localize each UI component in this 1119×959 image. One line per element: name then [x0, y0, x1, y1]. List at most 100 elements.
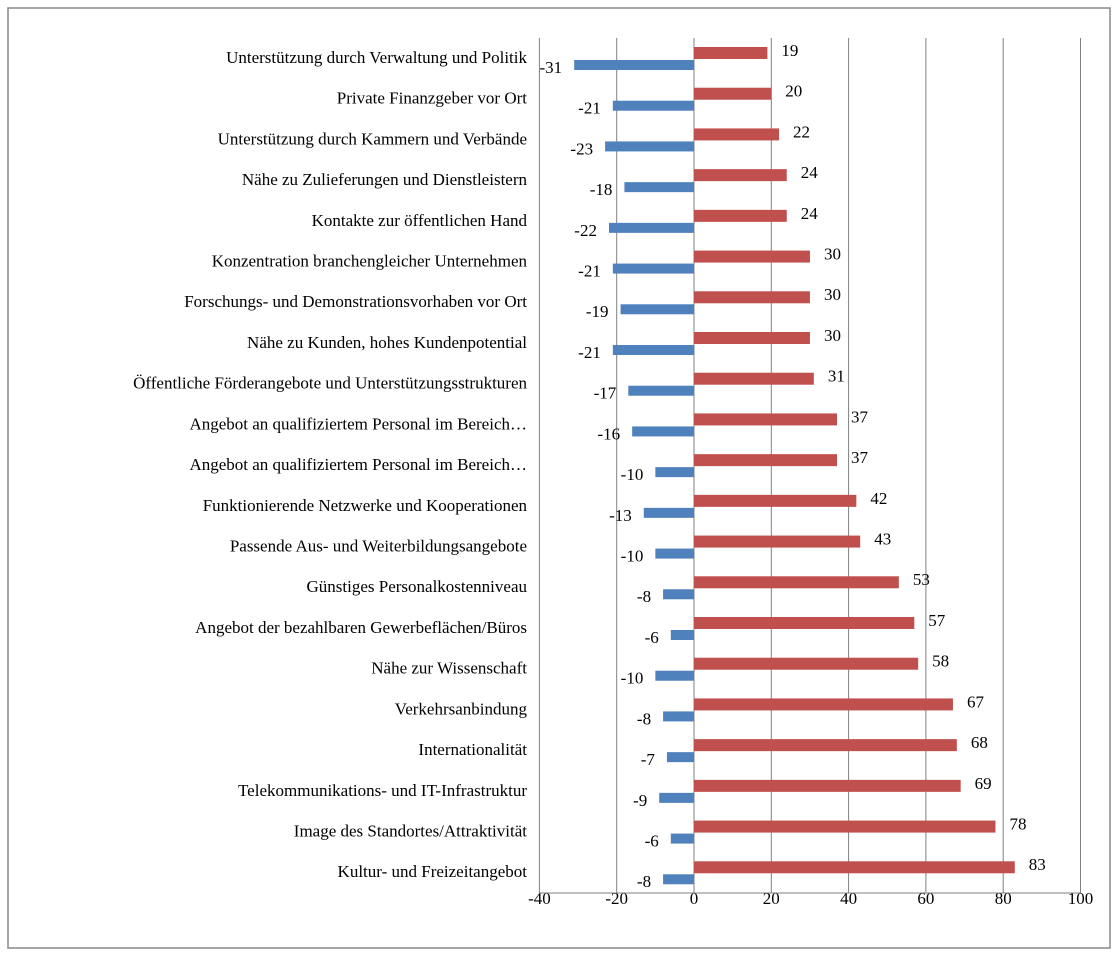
- bar: [694, 739, 957, 752]
- x-tick-label: 0: [690, 889, 699, 908]
- category-label: Unterstützung durch Kammern und Verbände: [218, 129, 527, 148]
- bar: [694, 657, 919, 670]
- data-label: -6: [645, 831, 659, 850]
- bar: [694, 617, 915, 629]
- bar: [666, 752, 694, 763]
- data-label: -21: [578, 261, 601, 280]
- bar: [632, 426, 694, 437]
- data-label: -21: [578, 99, 601, 118]
- bar: [694, 535, 861, 548]
- data-label: 30: [824, 326, 841, 345]
- x-tick-label: -40: [528, 889, 551, 908]
- data-label: -18: [590, 180, 613, 199]
- data-label: 42: [870, 489, 887, 508]
- category-label: Angebot an qualifiziertem Personal im Be…: [189, 455, 527, 474]
- data-label: 37: [851, 448, 869, 467]
- bar: [663, 711, 694, 722]
- data-label: 53: [913, 570, 930, 589]
- bar: [663, 589, 694, 600]
- data-label: -23: [570, 139, 593, 158]
- category-label: Forschungs- und Demonstrationsvorhaben v…: [184, 292, 527, 311]
- x-tick-label: 80: [995, 889, 1012, 908]
- data-label: -8: [637, 709, 651, 728]
- category-label: Internationalität: [418, 740, 527, 759]
- bar: [694, 332, 810, 344]
- data-label: 30: [824, 285, 841, 304]
- x-tick-label: 60: [917, 889, 934, 908]
- data-label: 24: [801, 163, 819, 182]
- data-label: 37: [851, 407, 869, 426]
- bar: [694, 454, 838, 467]
- bar: [694, 250, 810, 263]
- bar: [655, 467, 694, 478]
- category-label: Konzentration branchengleicher Unternehm…: [212, 251, 528, 270]
- data-label: 20: [785, 82, 802, 101]
- data-label: 83: [1029, 855, 1046, 874]
- data-label: -10: [621, 546, 644, 565]
- category-label: Nähe zu Kunden, hohes Kundenpotential: [247, 333, 527, 352]
- category-label: Private Finanzgeber vor Ort: [337, 89, 528, 108]
- bar: [694, 291, 810, 304]
- category-label: Angebot an qualifiziertem Personal im Be…: [189, 414, 527, 433]
- bar: [694, 413, 838, 426]
- bar: [628, 385, 694, 396]
- data-label: 69: [975, 774, 992, 793]
- data-label: -31: [540, 58, 563, 77]
- data-label: -6: [645, 628, 659, 647]
- category-label: Kontakte zur öffentlichen Hand: [312, 211, 528, 230]
- data-label: -10: [621, 465, 644, 484]
- data-label: 57: [928, 611, 946, 630]
- category-label: Passende Aus- und Weiterbildungsangebote: [230, 536, 527, 555]
- category-label: Günstiges Personalkostenniveau: [307, 577, 528, 596]
- data-label: 19: [781, 41, 798, 60]
- bar: [655, 670, 694, 681]
- bar: [694, 128, 780, 141]
- bar: [694, 576, 899, 589]
- bar: [620, 304, 694, 315]
- bar: [670, 833, 694, 844]
- bar: [694, 169, 787, 182]
- category-label: Angebot der bezahlbaren Gewerbeflächen/B…: [195, 618, 527, 637]
- bar: [694, 861, 1015, 874]
- bar: [694, 698, 953, 711]
- category-label: Nähe zur Wissenschaft: [371, 659, 527, 678]
- data-label: 22: [793, 122, 810, 141]
- x-tick-label: 40: [840, 889, 857, 908]
- data-label: 78: [1009, 814, 1026, 833]
- data-label: -21: [578, 343, 601, 362]
- category-label: Image des Standortes/Attraktivität: [294, 821, 527, 840]
- bar: [608, 222, 694, 233]
- bar: [663, 874, 694, 885]
- data-label: -9: [633, 791, 647, 810]
- data-label: -13: [609, 506, 632, 525]
- data-label: -16: [597, 424, 620, 443]
- data-label: -10: [621, 669, 644, 688]
- category-label: Öffentliche Förderangebote und Unterstüt…: [133, 374, 527, 393]
- category-label: Funktionierende Netzwerke und Kooperatio…: [203, 496, 528, 515]
- data-label: -19: [586, 302, 609, 321]
- bar: [694, 87, 772, 100]
- bar: [643, 507, 694, 518]
- data-label: -22: [574, 221, 597, 240]
- bar: [655, 548, 694, 559]
- bar: [574, 60, 694, 70]
- data-label: 43: [874, 529, 891, 548]
- bar: [694, 494, 857, 507]
- data-label: 30: [824, 244, 841, 263]
- bar: [694, 779, 961, 792]
- x-tick-label: -20: [605, 889, 628, 908]
- category-label: Telekommunikations- und IT-Infrastruktur: [238, 781, 527, 800]
- chart-border: [7, 7, 1111, 949]
- category-label: Verkehrsanbindung: [395, 699, 528, 718]
- bar: [694, 372, 814, 385]
- data-label: -7: [641, 750, 656, 769]
- x-tick-label: 100: [1068, 889, 1094, 908]
- data-label: -17: [594, 384, 617, 403]
- bar: [605, 141, 694, 152]
- data-label: 67: [967, 692, 985, 711]
- x-tick-label: 20: [763, 889, 780, 908]
- bar: [659, 792, 694, 803]
- data-label: -8: [637, 587, 651, 606]
- category-label: Nähe zu Zulieferungen und Dienstleistern: [242, 170, 528, 189]
